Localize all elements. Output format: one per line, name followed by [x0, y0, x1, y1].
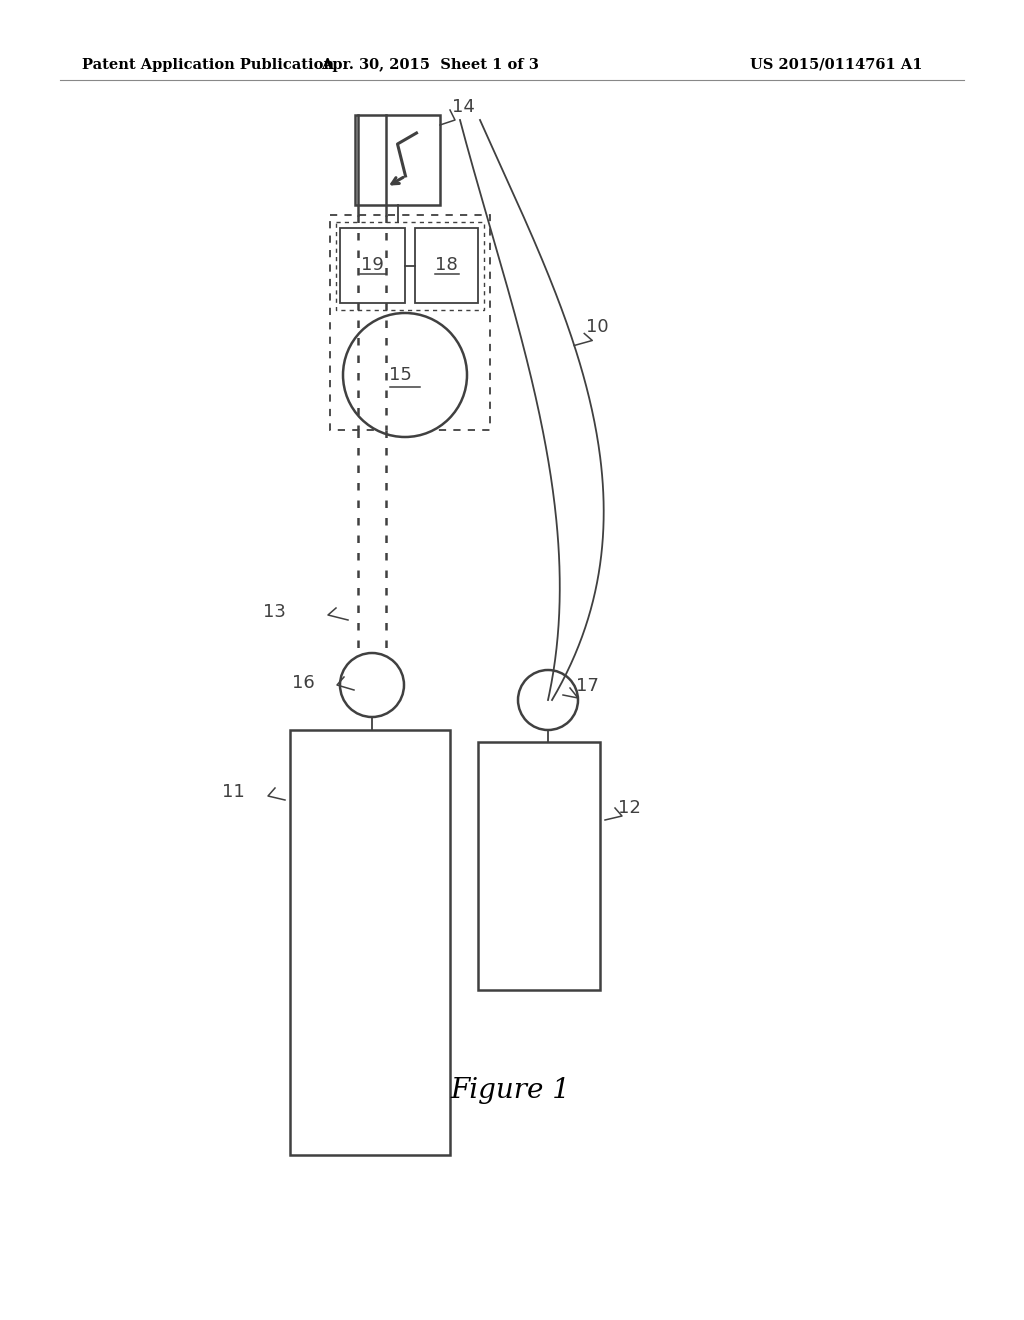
Text: 13: 13	[263, 603, 286, 620]
Text: 14: 14	[452, 98, 475, 116]
Text: 19: 19	[361, 256, 384, 275]
Text: 18: 18	[435, 256, 458, 275]
Bar	[336, 222, 484, 310]
Bar	[415, 228, 478, 304]
Text: Patent Application Publication: Patent Application Publication	[82, 58, 334, 73]
Circle shape	[343, 313, 467, 437]
Text: Apr. 30, 2015  Sheet 1 of 3: Apr. 30, 2015 Sheet 1 of 3	[322, 58, 539, 73]
Bar	[290, 730, 450, 1155]
Text: Figure 1: Figure 1	[451, 1077, 570, 1104]
Text: 16: 16	[292, 675, 314, 692]
Circle shape	[340, 653, 404, 717]
Text: 11: 11	[222, 783, 245, 801]
Text: 12: 12	[618, 799, 641, 817]
Text: 15: 15	[388, 366, 412, 384]
Bar	[330, 215, 490, 430]
Text: 10: 10	[587, 318, 609, 337]
Bar	[478, 742, 600, 990]
Text: 17: 17	[575, 677, 599, 696]
Text: US 2015/0114761 A1: US 2015/0114761 A1	[750, 58, 923, 73]
Circle shape	[518, 671, 578, 730]
Bar	[340, 228, 406, 304]
Bar	[355, 115, 440, 205]
